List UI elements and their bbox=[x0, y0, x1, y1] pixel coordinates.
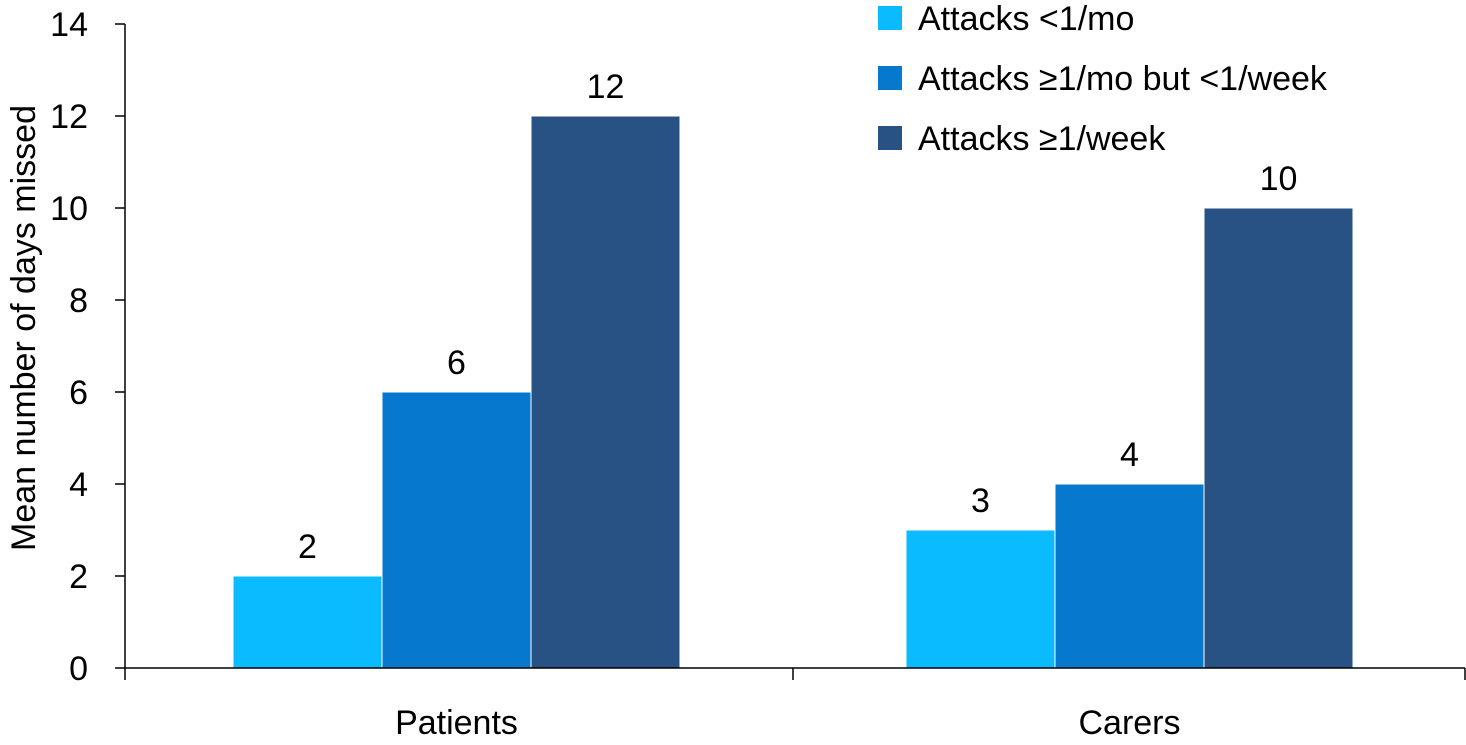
y-tick-label: 12 bbox=[50, 98, 88, 136]
data-label: 10 bbox=[1260, 160, 1298, 198]
bar-carers-series-1 bbox=[905, 529, 1056, 669]
legend-label: Attacks ≥1/mo but <1/week bbox=[918, 60, 1328, 98]
x-category-label: Patients bbox=[395, 704, 518, 740]
y-axis-title: Mean number of days missed bbox=[5, 105, 43, 551]
bar-carers-series-3 bbox=[1203, 207, 1354, 669]
x-category-label: Carers bbox=[1078, 704, 1180, 740]
legend-swatch-series-3 bbox=[878, 126, 902, 150]
y-tick-label: 2 bbox=[69, 558, 88, 596]
bar-carers-series-2 bbox=[1054, 483, 1205, 669]
y-tick-label: 10 bbox=[50, 190, 88, 228]
legend-label: Attacks <1/mo bbox=[918, 0, 1134, 38]
bars-layer: 2 3 6 4 12 10 bbox=[232, 68, 1354, 669]
data-label: 12 bbox=[587, 68, 625, 106]
bar-patients-series-1 bbox=[232, 575, 383, 669]
data-label: 3 bbox=[971, 482, 990, 520]
y-tick-label: 6 bbox=[69, 374, 88, 412]
y-tick-label: 0 bbox=[69, 650, 88, 688]
bar-patients-series-3 bbox=[530, 115, 681, 669]
data-label: 4 bbox=[1120, 436, 1139, 474]
y-axis-title-group: Mean number of days missed bbox=[5, 105, 43, 551]
legend-swatch-series-2 bbox=[878, 66, 902, 90]
y-tick-label: 14 bbox=[50, 6, 88, 44]
legend-swatch-series-1 bbox=[878, 6, 902, 30]
legend: Attacks <1/mo Attacks ≥1/mo but <1/week At… bbox=[878, 0, 1328, 158]
data-label: 2 bbox=[298, 528, 317, 566]
y-tick-label: 8 bbox=[69, 282, 88, 320]
y-tick-label: 4 bbox=[69, 466, 88, 504]
data-label: 6 bbox=[447, 344, 466, 382]
bar-patients-series-2 bbox=[381, 391, 532, 669]
axes-layer: 0 2 4 6 8 10 12 14 Patients Carers bbox=[50, 6, 1466, 742]
legend-label: Attacks ≥1/week bbox=[918, 120, 1166, 158]
